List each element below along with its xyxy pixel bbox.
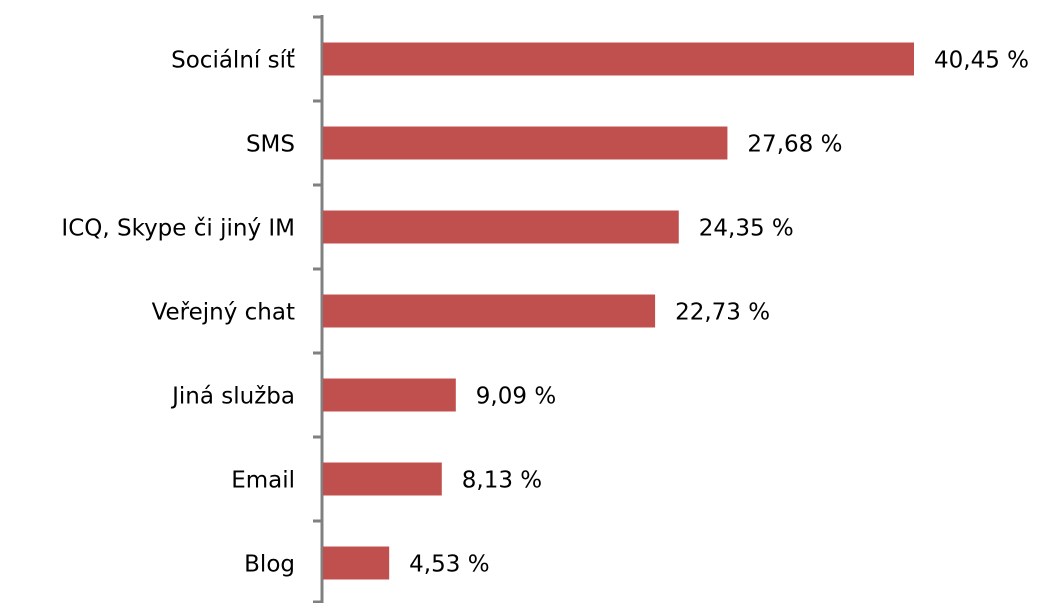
category-label: Sociální síť (171, 48, 295, 74)
bar (323, 126, 728, 160)
bar (323, 546, 390, 580)
value-label: 9,09 % (476, 384, 556, 410)
category-label: Email (231, 468, 295, 494)
value-label: 22,73 % (675, 300, 770, 326)
value-label: 40,45 % (934, 48, 1029, 74)
category-label: ICQ, Skype či jiný IM (61, 216, 295, 242)
value-label: 24,35 % (699, 216, 794, 242)
bar (323, 378, 456, 412)
value-label: 27,68 % (747, 132, 842, 158)
category-label: SMS (246, 132, 295, 158)
value-label: 4,53 % (409, 552, 489, 578)
category-label: Jiná služba (170, 384, 295, 410)
category-label: Blog (244, 552, 295, 578)
bar (323, 210, 679, 244)
category-label: Veřejný chat (152, 300, 295, 326)
bar (323, 462, 442, 496)
value-label: 8,13 % (462, 468, 542, 494)
bar (323, 294, 656, 328)
bar (323, 42, 914, 76)
